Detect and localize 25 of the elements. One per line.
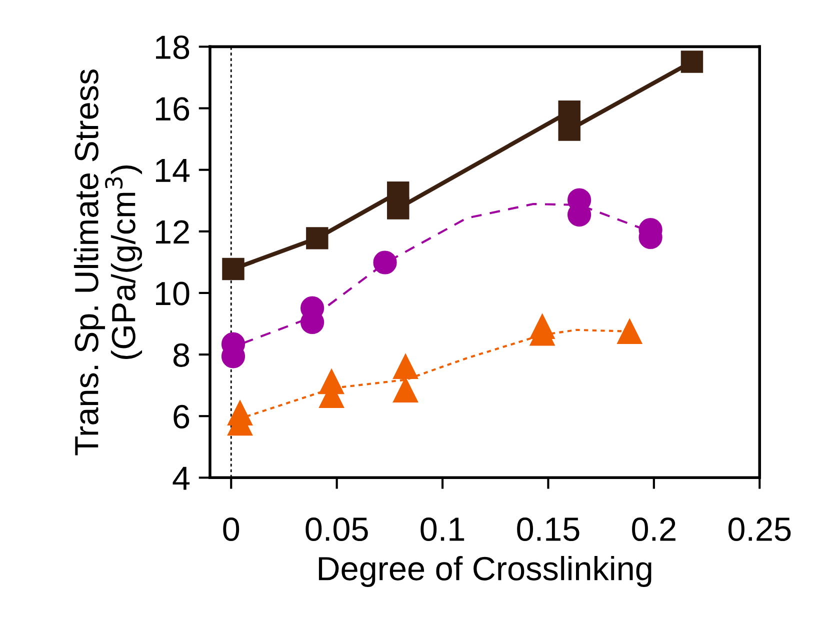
x-tick-label: 0 [223,517,240,542]
point [222,258,244,280]
y-tick-label: 10 [156,282,190,306]
point [306,227,328,250]
point [393,377,418,402]
y-tick-label: 6 [174,404,190,429]
y-axis-title: Trans. Sp. Ultimate Stress (GPa/(g/cm$^{3}$) [74,70,142,456]
point [373,250,397,274]
y-tick-label: 8 [173,343,190,367]
x-tick-label: 0.15 [517,517,580,542]
x-tick-label: 0.05 [306,517,368,542]
y-tick-label: 14 [156,158,190,182]
x-tick-label: 0.1 [420,517,464,542]
point [393,354,418,380]
y-tick-label: 16 [156,97,190,121]
point [387,197,410,220]
y-tick-label: 4 [172,466,190,490]
x-tick-label: 0.2 [632,517,676,542]
point [680,50,704,73]
x-tick-label: 0.25 [728,517,791,542]
y-tick-label: 18 [156,36,190,60]
x-axis-title: Degree of Crosslinking [318,556,652,588]
point [558,118,580,141]
y-tick-label: 12 [156,220,189,244]
point [617,318,642,344]
